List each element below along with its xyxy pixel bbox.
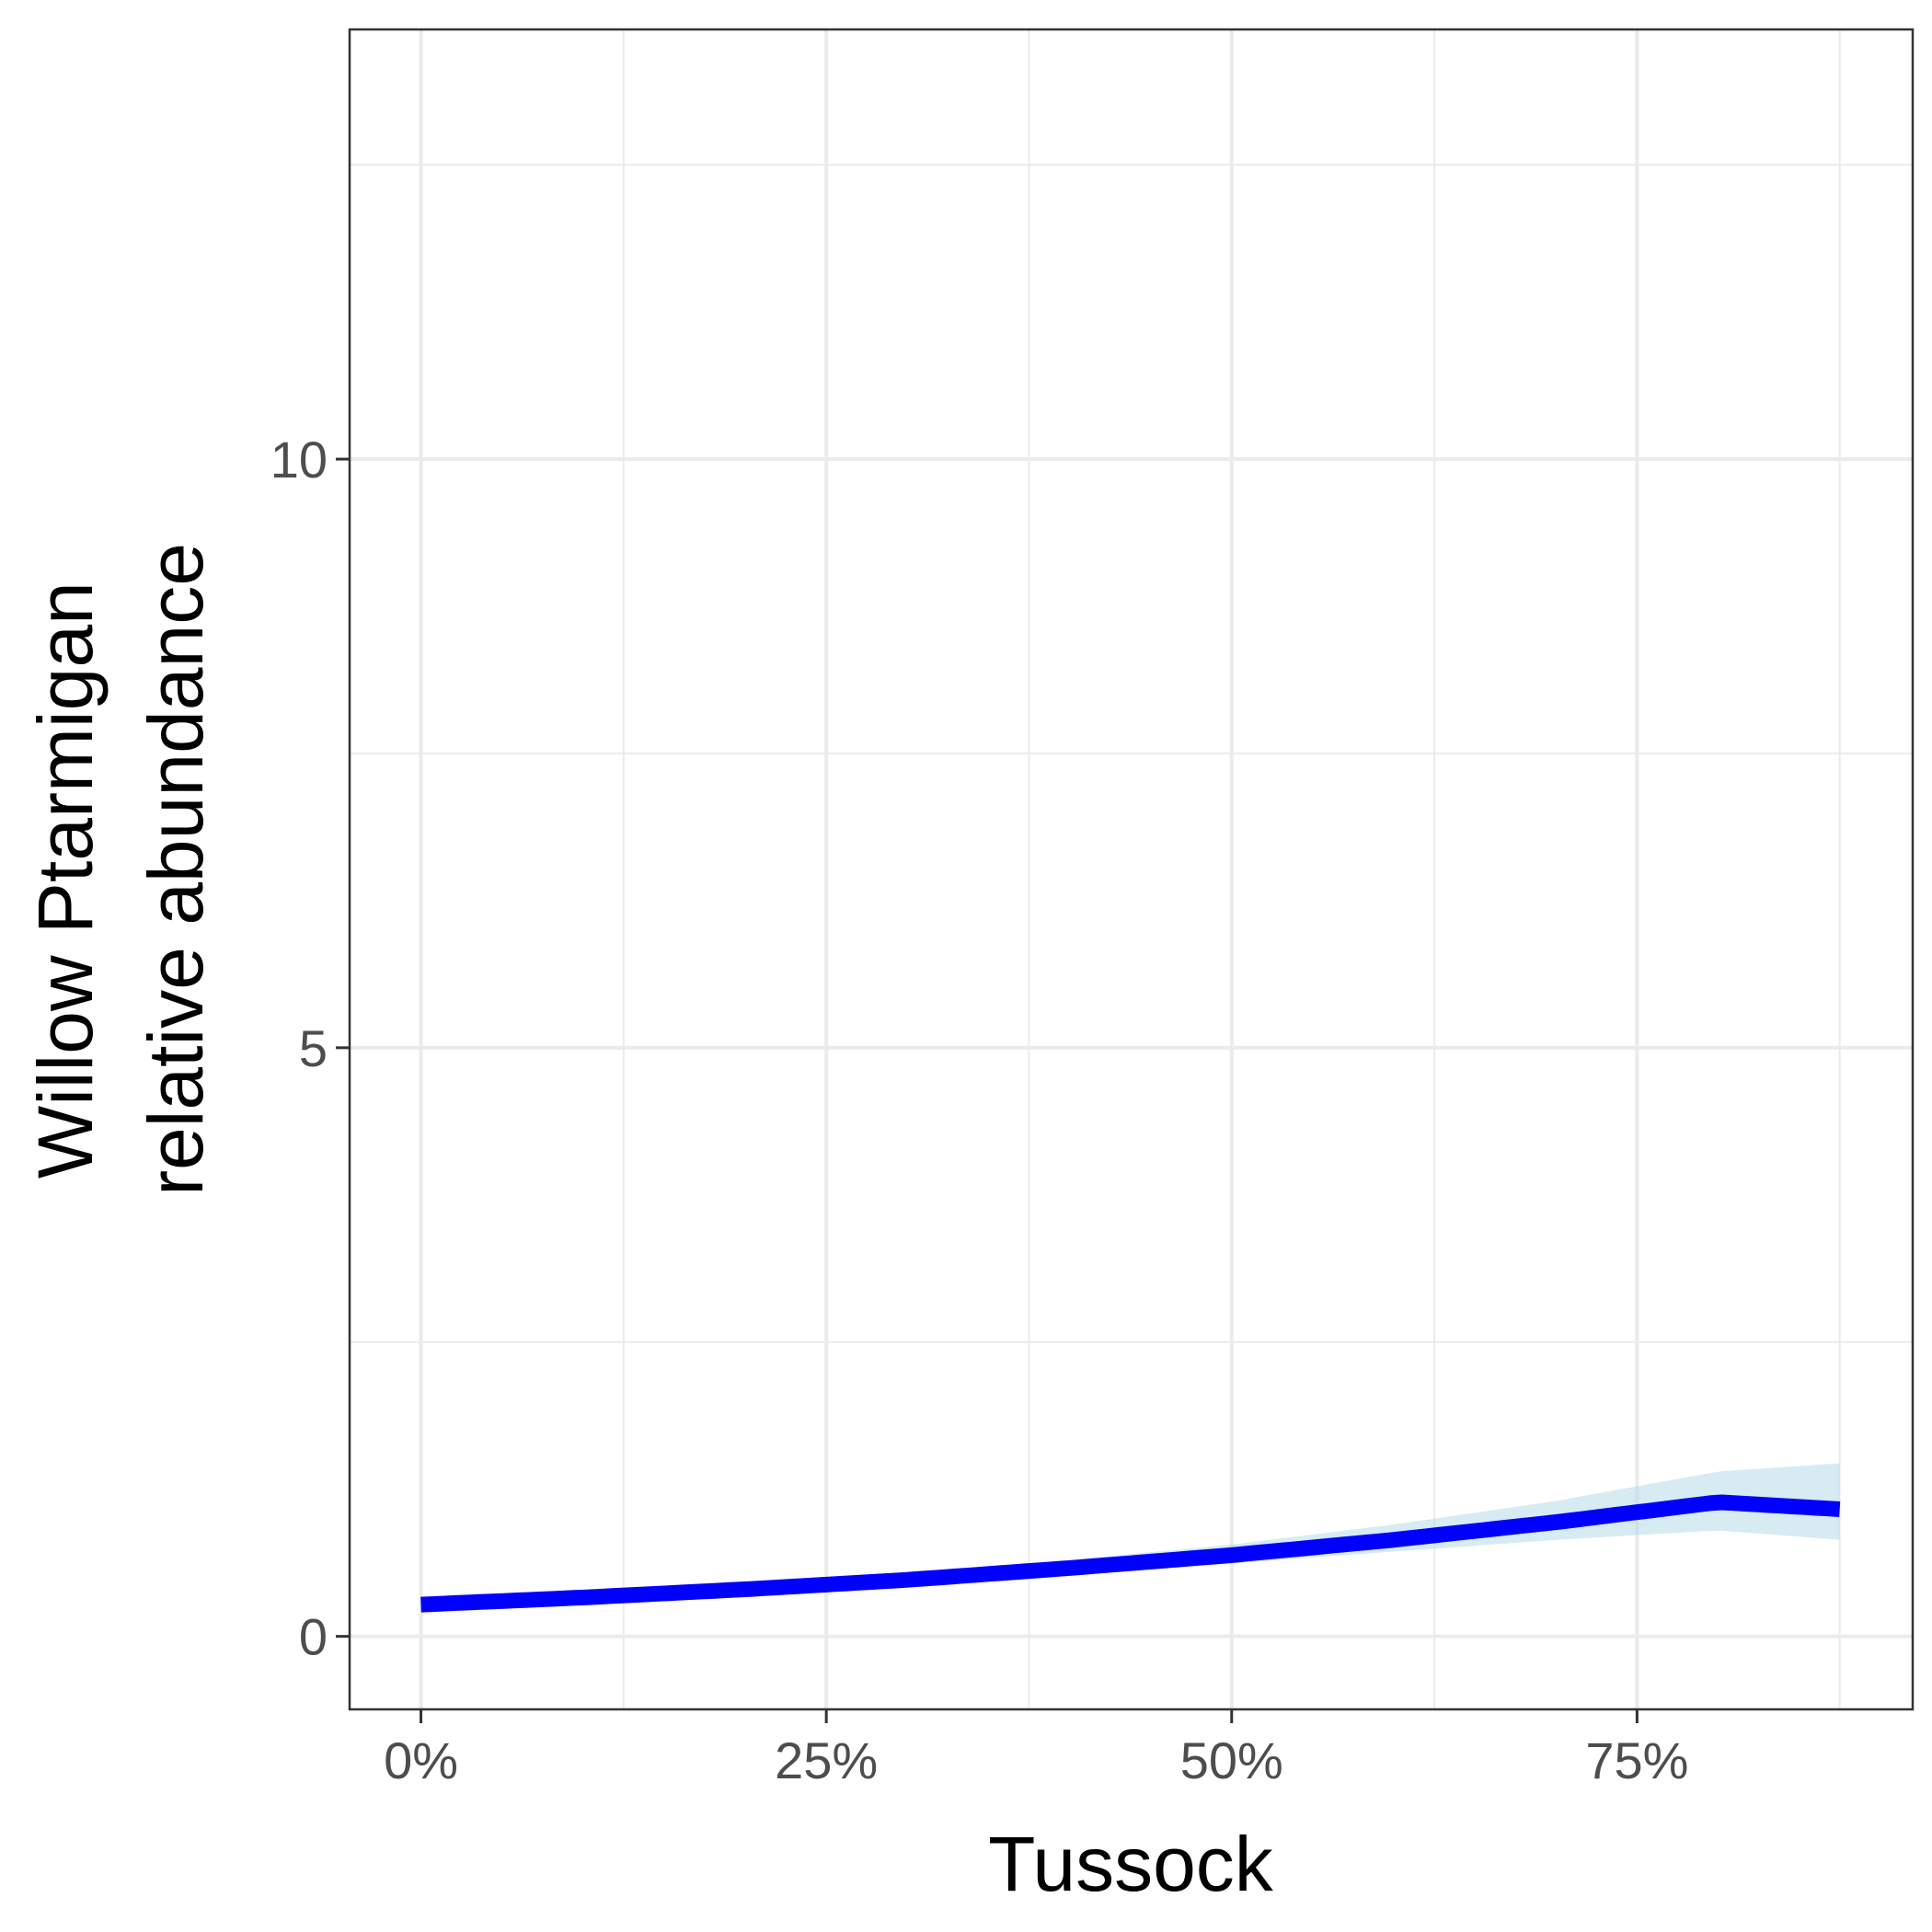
x-tick-label: 25% (775, 1731, 878, 1789)
y-axis-title-line-2: relative abundance (132, 543, 219, 1196)
plot-border (348, 28, 1915, 1711)
grid-minor (350, 29, 1913, 1709)
x-axis: 0% 25% 50% 75% (384, 1709, 1688, 1789)
x-axis-title: Tussock (988, 1821, 1274, 1907)
plot-background (350, 29, 1913, 1709)
y-axis: 0 5 10 (270, 431, 350, 1666)
y-tick-label: 0 (299, 1608, 328, 1666)
y-tick-label: 10 (270, 431, 328, 489)
y-tick-label: 5 (299, 1019, 328, 1077)
series-line (420, 1494, 1841, 1613)
x-tick-label: 0% (384, 1731, 458, 1789)
grid-major (350, 29, 1913, 1709)
y-axis-title-line-1: Willow Ptarmigan (22, 581, 109, 1179)
x-tick-label: 50% (1180, 1731, 1283, 1789)
y-axis-title: Willow Ptarmigan relative abundance (22, 543, 219, 1196)
x-tick-label: 75% (1585, 1731, 1688, 1789)
